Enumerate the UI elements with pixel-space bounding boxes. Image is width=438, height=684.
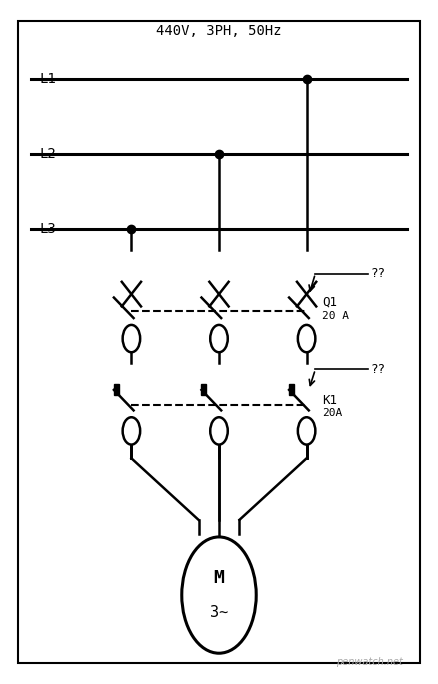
Circle shape <box>210 325 228 352</box>
Text: L3: L3 <box>39 222 56 236</box>
Text: 440V, 3PH, 50Hz: 440V, 3PH, 50Hz <box>156 24 282 38</box>
Bar <box>201 384 206 395</box>
Text: penwatch.net: penwatch.net <box>336 657 403 667</box>
Circle shape <box>123 417 140 445</box>
Circle shape <box>182 537 256 653</box>
Text: L1: L1 <box>39 72 56 86</box>
Circle shape <box>298 417 315 445</box>
Text: ??: ?? <box>370 267 385 280</box>
Text: M: M <box>214 569 224 587</box>
Circle shape <box>298 325 315 352</box>
Text: 3∼: 3∼ <box>210 605 228 620</box>
Text: K1: K1 <box>322 393 337 407</box>
Bar <box>114 384 119 395</box>
Text: ??: ?? <box>370 363 385 376</box>
Circle shape <box>123 325 140 352</box>
Text: L2: L2 <box>39 147 56 161</box>
Bar <box>289 384 294 395</box>
Circle shape <box>210 417 228 445</box>
Text: Q1: Q1 <box>322 295 337 309</box>
Text: 20A: 20A <box>322 408 342 418</box>
Text: 20 A: 20 A <box>322 311 349 321</box>
